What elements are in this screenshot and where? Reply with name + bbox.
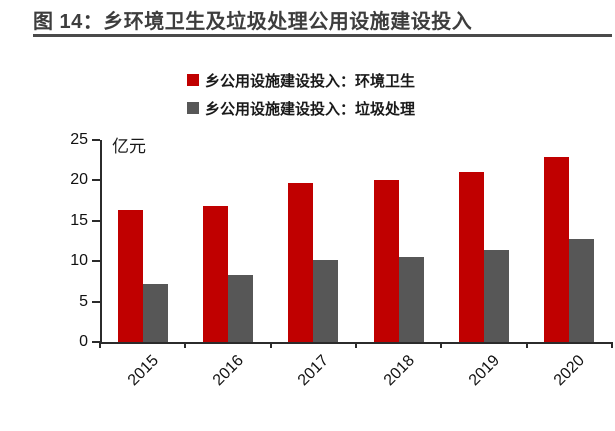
bar-environment-2019 bbox=[459, 172, 484, 342]
y-tick-label: 15 bbox=[70, 211, 88, 229]
x-axis-tick bbox=[355, 342, 357, 348]
y-tick-label: 0 bbox=[79, 333, 88, 350]
legend-swatch-environment bbox=[187, 74, 199, 86]
bar-environment-2020 bbox=[544, 156, 570, 342]
legend-swatch-waste bbox=[187, 102, 199, 114]
x-axis-tick bbox=[184, 342, 186, 348]
y-axis-tick bbox=[92, 341, 100, 343]
legend-label-waste: 乡公用设施建设投入：垃圾处理 bbox=[205, 100, 416, 118]
legend-item-environment: 乡公用设施建设投入：环境卫生 bbox=[187, 66, 415, 94]
bar-waste-2016 bbox=[228, 274, 253, 342]
bar-environment-2017 bbox=[288, 182, 314, 342]
x-tick-label: 2020 bbox=[551, 352, 589, 390]
y-tick-label: 5 bbox=[79, 292, 88, 310]
bar-environment-2015 bbox=[117, 210, 143, 342]
legend-item-waste: 乡公用设施建设投入：垃圾处理 bbox=[187, 94, 415, 122]
y-axis-tick bbox=[92, 179, 100, 182]
bar-waste-2019 bbox=[484, 249, 509, 342]
title-underline bbox=[33, 34, 612, 37]
bar-waste-2018 bbox=[398, 257, 424, 342]
x-tick-label: 2019 bbox=[465, 352, 504, 390]
legend-label-environment: 乡公用设施建设投入：环境卫生 bbox=[205, 72, 416, 90]
x-axis-tick bbox=[526, 342, 528, 348]
x-axis-tick bbox=[440, 342, 442, 348]
bar-waste-2017 bbox=[313, 260, 339, 342]
x-tick-label: 2017 bbox=[295, 352, 333, 390]
y-tick-label: 20 bbox=[70, 171, 88, 189]
x-axis-tick bbox=[270, 342, 272, 348]
y-axis-tick bbox=[92, 139, 100, 141]
chart-legend: 乡公用设施建设投入：环境卫生 乡公用设施建设投入：垃圾处理 bbox=[187, 66, 415, 122]
bar-waste-2020 bbox=[569, 238, 595, 342]
figure-title: 图 14：乡环境卫生及垃圾处理公用设施建设投入 bbox=[33, 11, 473, 33]
y-axis-tick bbox=[92, 300, 100, 303]
bar-chart-plot-area: 亿元 0 5 10 15 20 25 2015 2016 2017 2018 2019 2020 bbox=[70, 131, 613, 389]
x-tick-label: 2016 bbox=[209, 352, 248, 390]
y-axis-line bbox=[100, 140, 102, 344]
bar-environment-2018 bbox=[373, 180, 399, 342]
x-axis-tick bbox=[99, 342, 101, 348]
y-axis-tick bbox=[92, 219, 100, 222]
x-axis-tick bbox=[611, 342, 613, 348]
bar-environment-2016 bbox=[203, 206, 228, 342]
y-axis-unit-label: 亿元 bbox=[112, 137, 146, 156]
y-tick-label: 10 bbox=[70, 252, 88, 270]
x-tick-label: 2018 bbox=[380, 352, 418, 390]
y-tick-label: 25 bbox=[70, 131, 88, 148]
bar-waste-2015 bbox=[142, 283, 168, 342]
y-axis-tick bbox=[92, 260, 100, 263]
x-tick-label: 2015 bbox=[124, 352, 162, 390]
